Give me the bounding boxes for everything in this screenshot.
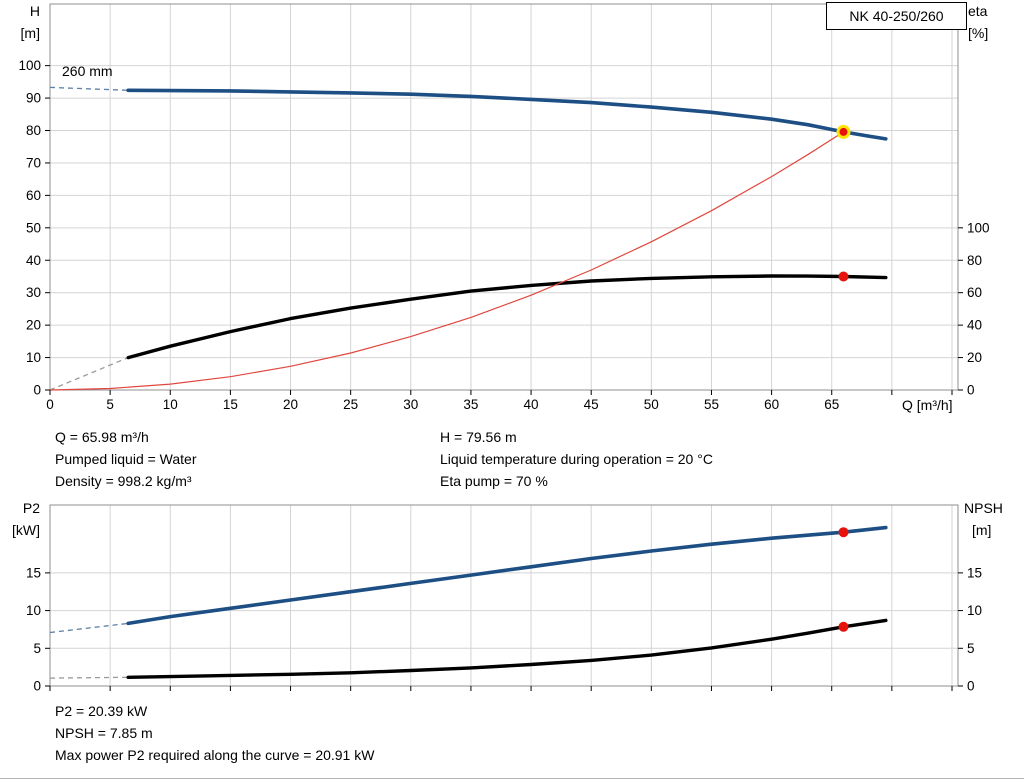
- impeller-diameter-label: 260 mm: [62, 63, 113, 79]
- info-max-power: Max power P2 required along the curve = …: [55, 747, 375, 763]
- eta-point: [838, 271, 849, 282]
- y-left-tick-label: 90: [26, 91, 41, 106]
- x-tick-label: 55: [704, 397, 719, 412]
- eta-axis-unit: [%]: [968, 25, 989, 41]
- y-left-tick-label: 100: [18, 58, 41, 73]
- y-left-tick-label: 50: [26, 220, 41, 235]
- x-tick-label: 60: [764, 397, 779, 412]
- npsh-point: [838, 621, 849, 632]
- y-right-tick-label: 0: [967, 679, 975, 694]
- pump-model-text: NK 40-250/260: [849, 8, 944, 24]
- y-right-tick-label: 20: [967, 350, 982, 365]
- x-tick-label: 35: [463, 397, 478, 412]
- p2-point: [838, 527, 849, 538]
- x-tick-label: 40: [524, 397, 539, 412]
- info-liquid: Pumped liquid = Water: [55, 451, 197, 467]
- qh-eta-chart: 0 5 10 15 20 25 30 35 40 45 50 55 60 65 0 10 20 30 40 50 60 7…: [18, 3, 990, 412]
- npsh-axis-title: NPSH: [964, 500, 1003, 516]
- y-right-tick-label: 80: [967, 253, 982, 268]
- y-left-tick-label: 5: [33, 641, 41, 656]
- y-left-tick-label: 0: [33, 679, 41, 694]
- y-right-tick-label: 0: [967, 383, 975, 398]
- info-p2: P2 = 20.39 kW: [55, 703, 148, 719]
- y-right-tick-label: 60: [967, 285, 982, 300]
- duty-info-left: Q = 65.98 m³/h Pumped liquid = Water Den…: [55, 426, 197, 492]
- power-info: P2 = 20.39 kW NPSH = 7.85 m Max power P2…: [55, 700, 374, 766]
- x-tick-label: 0: [46, 397, 54, 412]
- x-tick-label: 65: [824, 397, 839, 412]
- x-tick-label: 20: [283, 397, 298, 412]
- eta-curve-dashed-extension: [49, 356, 129, 391]
- p2-npsh-chart: 0 5 10 15 0 5 10 15: [26, 504, 982, 694]
- x-tick-label: 50: [644, 397, 659, 412]
- info-flow: Q = 65.98 m³/h: [55, 429, 149, 445]
- info-density: Density = 998.2 kg/m³: [55, 473, 192, 489]
- x-tick-label: 15: [223, 397, 238, 412]
- y-left-tick-label: 15: [26, 565, 41, 580]
- info-head: H = 79.56 m: [440, 429, 517, 445]
- y-left-tick-label: 40: [26, 253, 41, 268]
- y-left-tick-label: 60: [26, 188, 41, 203]
- x-tick-label: 45: [584, 397, 599, 412]
- duty-point: [836, 124, 851, 139]
- y-left-tick-label: 70: [26, 155, 41, 170]
- x-tick-label: 30: [403, 397, 418, 412]
- x-tick-label: 25: [343, 397, 358, 412]
- duty-info-right: H = 79.56 m Liquid temperature during op…: [440, 426, 713, 492]
- y-right-tick-label: 5: [967, 641, 975, 656]
- x-tick-label: 5: [106, 397, 114, 412]
- p2-axis-unit: [kW]: [12, 522, 40, 538]
- eta-axis-title: eta: [968, 3, 988, 19]
- y-right-tick-label: 40: [967, 318, 982, 333]
- q-axis-title: Q [m³/h]: [902, 397, 953, 413]
- info-temperature: Liquid temperature during operation = 20…: [440, 451, 713, 467]
- y-left-tick-label: 80: [26, 123, 41, 138]
- y-left-tick-label: 0: [33, 383, 41, 398]
- system-curve: [49, 131, 845, 391]
- y-left-tick-label: 10: [26, 350, 41, 365]
- p2-axis-title: P2: [22, 500, 40, 516]
- plot-frame: [49, 504, 959, 687]
- h-axis-title: H: [29, 3, 40, 19]
- plot-frame: [49, 3, 959, 391]
- info-eta: Eta pump = 70 %: [440, 473, 548, 489]
- npsh-curve-dashed-extension: [49, 676, 129, 679]
- npsh-axis-unit: [m]: [972, 522, 992, 538]
- head-curve-260mm-dashed-extension: [49, 86, 129, 91]
- h-axis-unit: [m]: [20, 25, 40, 41]
- p2-curve-dashed-extension: [49, 622, 129, 634]
- pump-model-badge: NK 40-250/260: [826, 2, 967, 30]
- eta-curve: [126, 274, 888, 360]
- y-right-tick-label: 15: [967, 565, 982, 580]
- y-left-tick-label: 30: [26, 285, 41, 300]
- panel-bottom-divider: [0, 778, 1024, 779]
- head-curve-260mm: [126, 88, 888, 141]
- y-right-tick-label: 10: [967, 603, 982, 618]
- info-npsh: NPSH = 7.85 m: [55, 725, 153, 741]
- npsh-curve: [126, 618, 888, 679]
- y-left-tick-label: 20: [26, 318, 41, 333]
- y-left-tick-label: 10: [26, 603, 41, 618]
- x-tick-label: 10: [163, 397, 178, 412]
- p2-curve: [126, 525, 888, 626]
- y-right-tick-label: 100: [967, 220, 990, 235]
